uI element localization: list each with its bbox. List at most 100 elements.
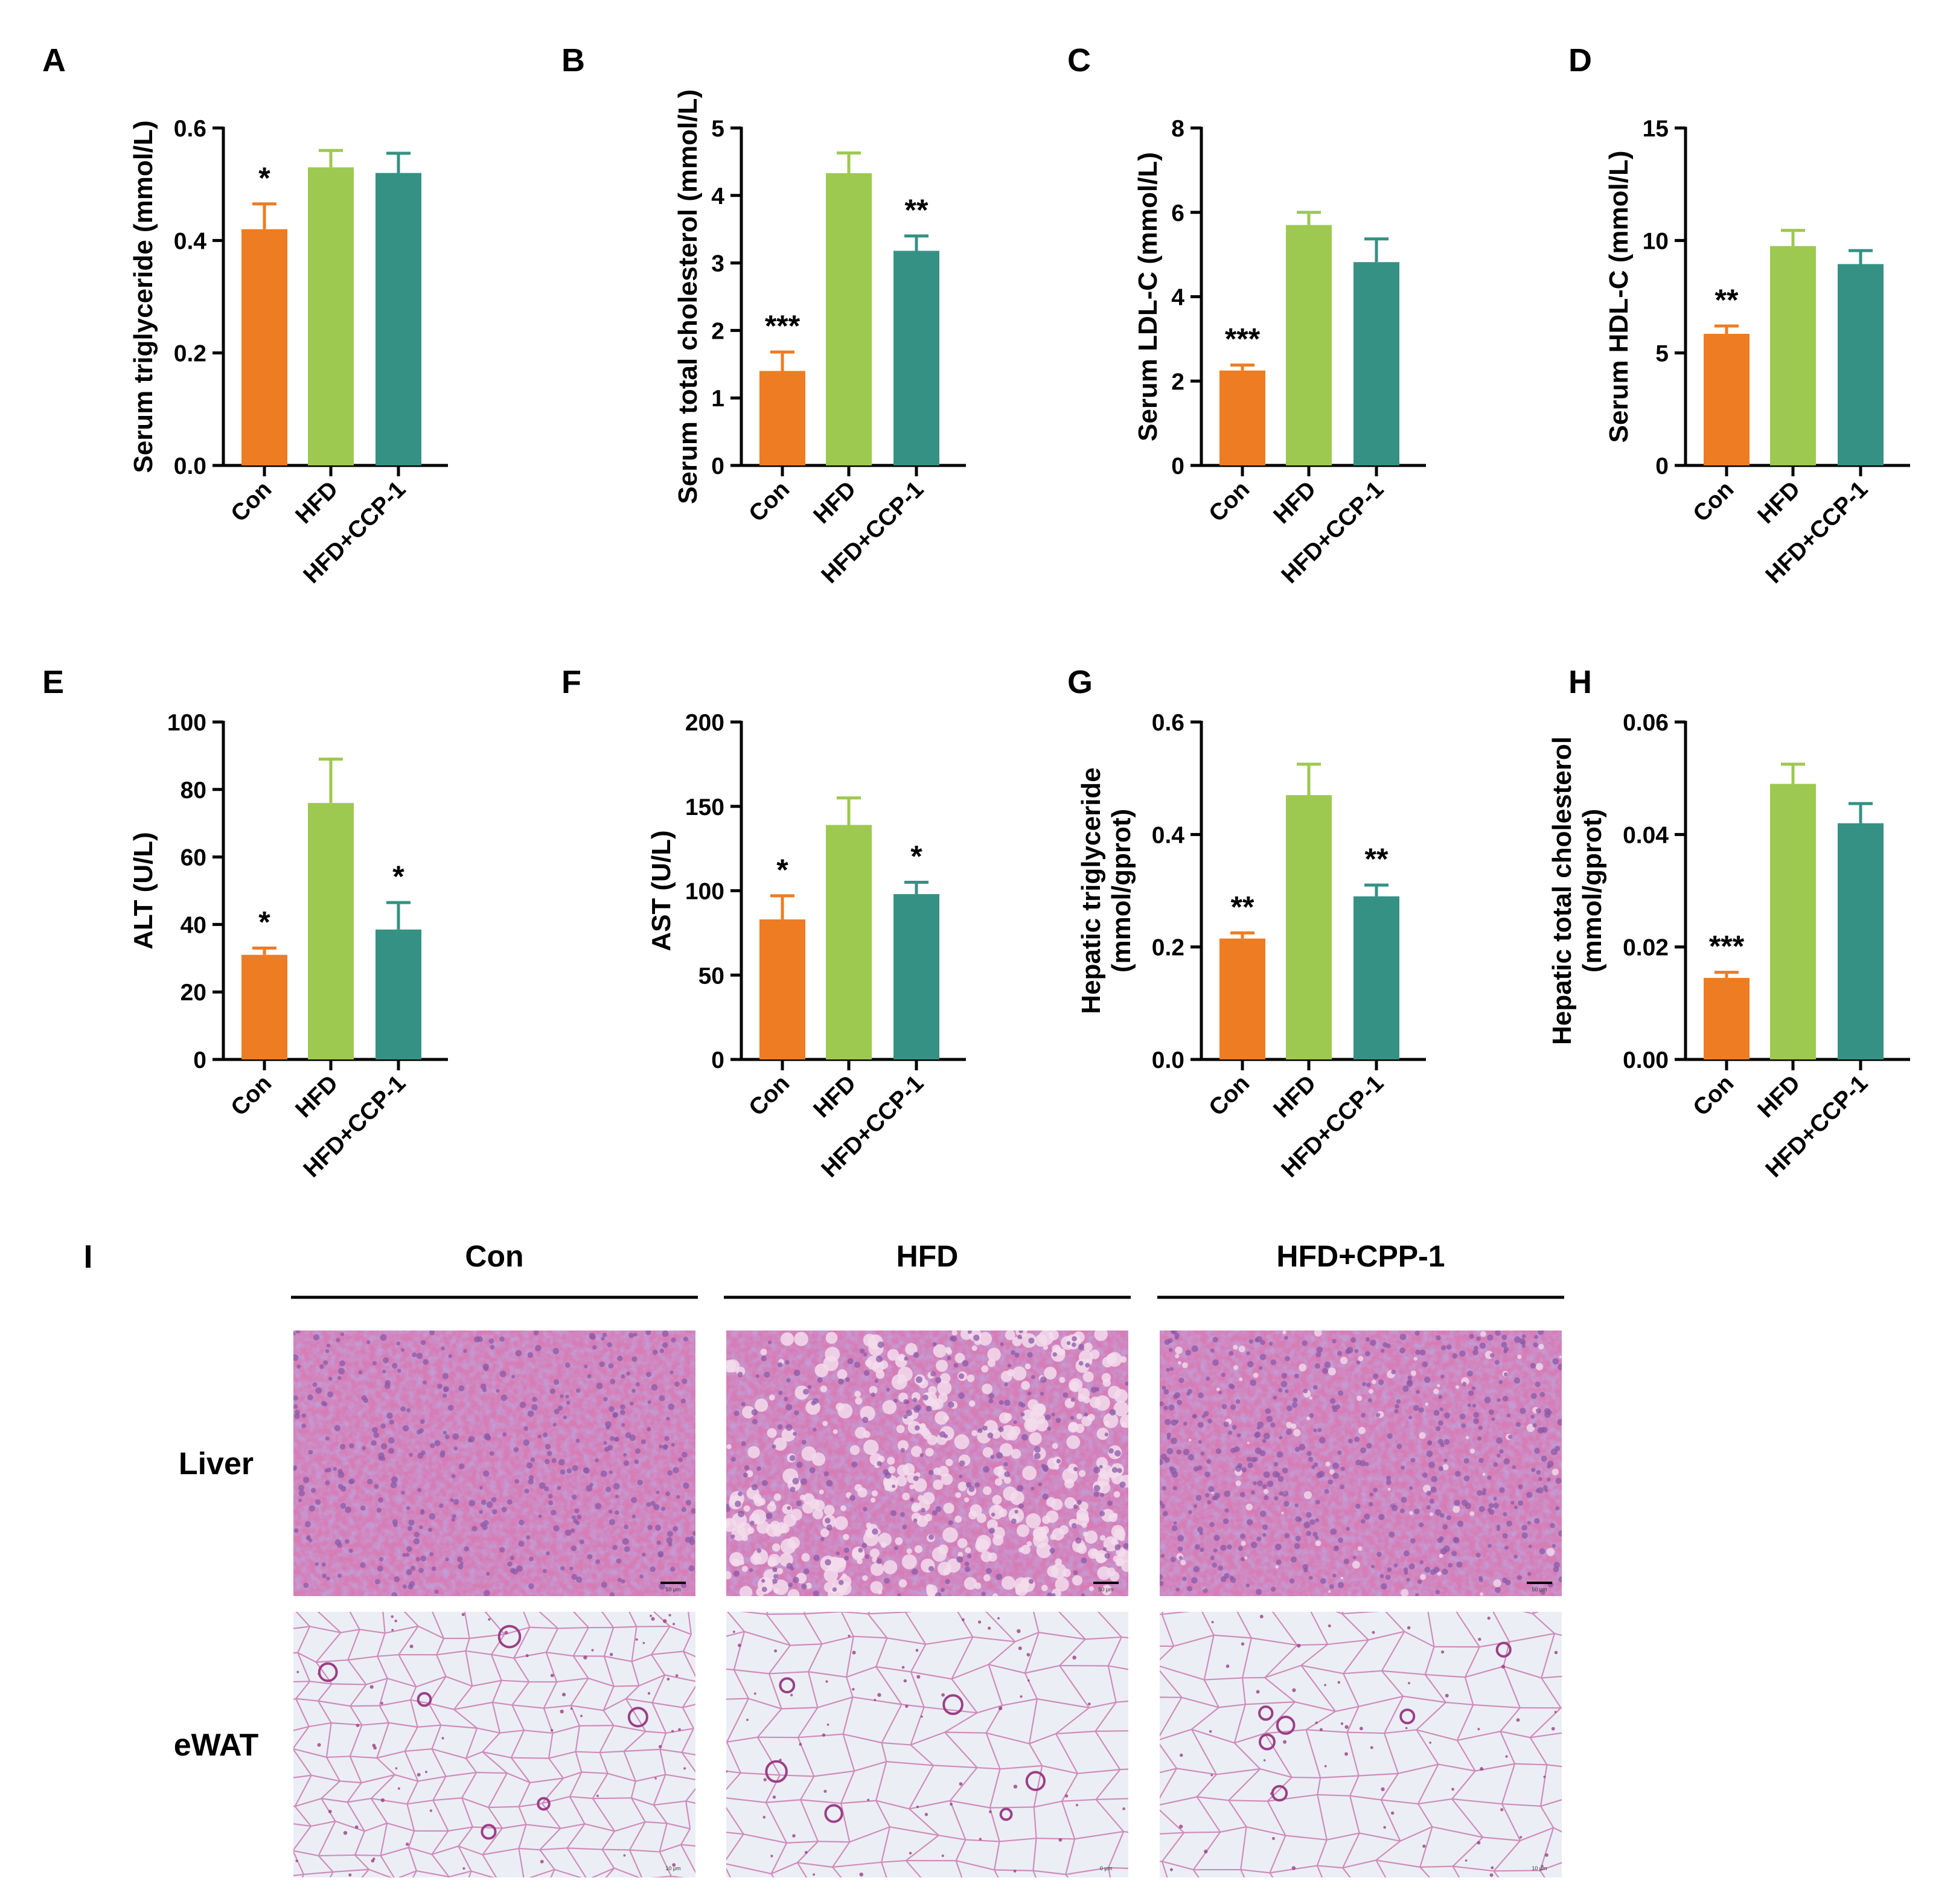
lipid-vacuole (1104, 1420, 1110, 1426)
x-tick-label: Con (1688, 476, 1739, 527)
nucleus (1306, 1530, 1312, 1536)
cell-membrane (887, 1637, 926, 1645)
nucleus (448, 1354, 453, 1358)
lipid-vacuole (1357, 1395, 1363, 1401)
nucleus (1448, 1563, 1453, 1568)
nucleus (1503, 1372, 1508, 1376)
nucleus (551, 1510, 557, 1516)
nucleus (1541, 1455, 1547, 1462)
nucleus (1344, 1725, 1349, 1729)
cell-membrane (1175, 1897, 1212, 1903)
nucleus (1314, 1535, 1319, 1540)
cell-membrane (726, 1832, 744, 1835)
nucleus (912, 1398, 918, 1402)
nucleus (461, 1612, 465, 1616)
cell-membrane (402, 1603, 429, 1609)
nucleus (1198, 1440, 1202, 1444)
nucleus (1536, 1408, 1541, 1414)
lipid-vacuole (1075, 1423, 1085, 1433)
lipid-vacuole (992, 1495, 1002, 1505)
cell-membrane (510, 1757, 531, 1783)
cell-membrane (599, 1750, 624, 1754)
cell-membrane (458, 1845, 472, 1872)
cell-membrane (1161, 1861, 1168, 1877)
cell-membrane (1574, 1642, 1590, 1676)
cell-membrane (1241, 1868, 1270, 1874)
nucleus (626, 1371, 631, 1376)
nucleus (673, 1525, 678, 1532)
nucleus (1075, 1537, 1082, 1544)
cell-membrane (1098, 1612, 1122, 1638)
nucleus (1163, 1405, 1168, 1411)
y-tick-label: 80 (181, 778, 206, 803)
nucleus (641, 1439, 647, 1445)
lipid-vacuole (954, 1434, 970, 1449)
nucleus (564, 1529, 572, 1536)
cell-membrane (591, 1867, 615, 1877)
cell-membrane (694, 1870, 710, 1898)
nucleus (1229, 1350, 1234, 1356)
nucleus (877, 1461, 882, 1466)
lipid-vacuole (742, 1405, 755, 1419)
cell-membrane (818, 1896, 858, 1897)
nucleus (380, 1798, 385, 1803)
nucleus (1463, 1475, 1470, 1481)
nucleus (668, 1614, 671, 1617)
cell-membrane (1234, 1733, 1265, 1744)
cell-membrane (293, 1826, 312, 1851)
stromal-cluster (1399, 1708, 1416, 1725)
cell-membrane (1547, 1764, 1562, 1768)
nucleus (1123, 1543, 1128, 1549)
cell-membrane (1343, 1639, 1369, 1674)
cell-membrane (513, 1880, 524, 1893)
nucleus (380, 1702, 383, 1705)
nucleus (406, 1546, 412, 1552)
lipid-vacuole (1325, 1461, 1331, 1467)
nucleus (591, 1649, 594, 1652)
cell-membrane (804, 1612, 842, 1615)
cell-membrane (1380, 1773, 1399, 1801)
cell-membrane (1114, 1901, 1163, 1904)
cell-membrane (1503, 1666, 1542, 1679)
nucleus (437, 1384, 443, 1389)
cell-membrane (1425, 1673, 1465, 1678)
nucleus (1382, 1342, 1388, 1347)
cell-membrane (1465, 1666, 1504, 1678)
cell-membrane (310, 1820, 336, 1827)
nucleus (518, 1541, 525, 1547)
cell-membrane (1554, 1632, 1562, 1637)
cell-membrane (1300, 1644, 1328, 1666)
nucleus (681, 1582, 686, 1588)
nucleus (512, 1568, 519, 1575)
nucleus (599, 1361, 605, 1367)
cell-membrane (651, 1626, 671, 1655)
nucleus (863, 1507, 868, 1512)
nucleus (1365, 1337, 1370, 1342)
nucleus (1203, 1588, 1208, 1593)
nucleus (1510, 1501, 1515, 1505)
lipid-vacuole (1433, 1388, 1439, 1394)
nucleus (1193, 1504, 1197, 1509)
nucleus (1410, 1538, 1416, 1544)
nucleus (1478, 1425, 1483, 1430)
lipid-vacuole (870, 1580, 883, 1594)
nucleus (1071, 1522, 1077, 1529)
cell-membrane (364, 1822, 388, 1832)
nucleus (901, 1666, 905, 1669)
lipid-vacuole (842, 1573, 847, 1579)
nucleus (1177, 1546, 1183, 1552)
nucleus (1346, 1527, 1350, 1531)
lipid-vacuole (1062, 1568, 1071, 1577)
nucleus (354, 1825, 359, 1829)
nucleus (1166, 1448, 1174, 1455)
nucleus (452, 1514, 456, 1519)
nucleus (948, 1520, 953, 1525)
cell-membrane (1375, 1859, 1387, 1877)
cell-membrane (651, 1650, 684, 1655)
nucleus (1160, 1574, 1163, 1580)
nucleus (1277, 1475, 1284, 1482)
cell-membrane (513, 1627, 531, 1659)
nucleus (380, 1423, 386, 1429)
cell-membrane (607, 1772, 636, 1782)
nucleus (1052, 1352, 1057, 1357)
